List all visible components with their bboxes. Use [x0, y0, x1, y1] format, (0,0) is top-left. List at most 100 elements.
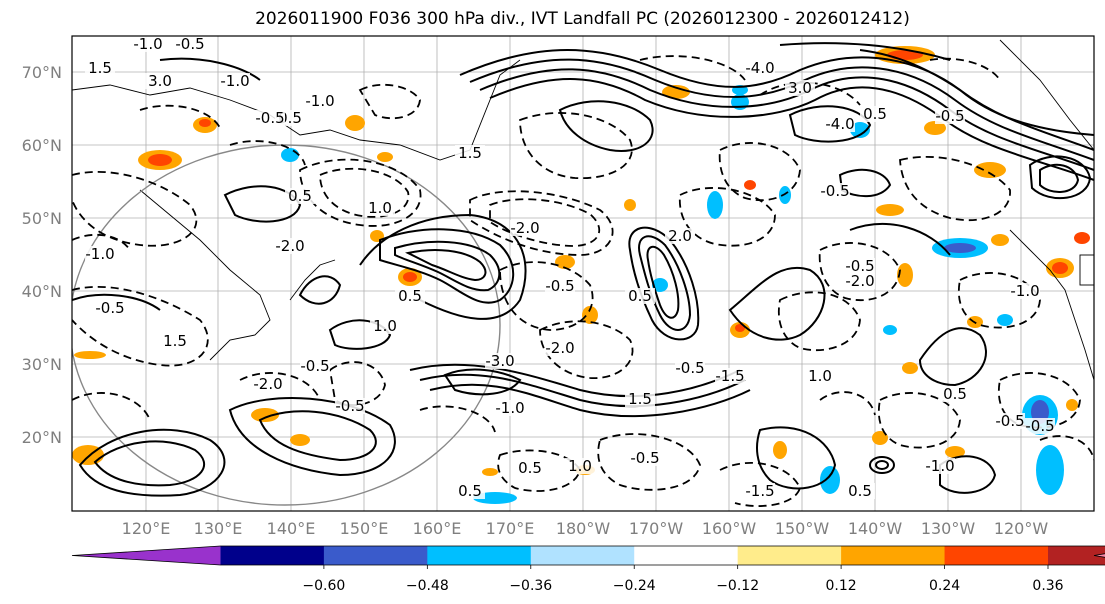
contour-label: -2.0 [510, 219, 539, 237]
contour-label: 0.5 [398, 287, 422, 305]
shade-patch [148, 154, 172, 166]
contour-label-bg [625, 391, 655, 407]
shade-patch [199, 119, 211, 127]
latitude-label: 20°N [22, 428, 62, 447]
contour [788, 105, 872, 143]
contour-label: -1.0 [1010, 282, 1039, 300]
contour-label: -0.5 [300, 357, 329, 375]
contour [1028, 155, 1092, 200]
contour [539, 320, 634, 379]
contour [229, 140, 306, 166]
contour-label: 1.0 [368, 199, 392, 217]
contour [489, 78, 1094, 181]
longitude-label: 150°W [775, 519, 830, 538]
shade-patch [883, 325, 897, 335]
contour [719, 462, 801, 507]
contour-label-bg [485, 353, 515, 369]
contour-label: -4.0 [825, 115, 854, 133]
colorbar-segment [530, 546, 635, 565]
coastline [1079, 254, 1094, 286]
contour [223, 185, 302, 223]
contour-label-bg [370, 318, 400, 334]
contour-label: -1.5 [715, 367, 744, 385]
shade-patch [652, 278, 668, 292]
contour [405, 249, 487, 282]
contour-label: -1.0 [305, 92, 334, 110]
shade-patch [897, 263, 913, 287]
longitude-label: 170°E [486, 519, 535, 538]
contour-label-bg [825, 116, 855, 132]
latitude-label: 50°N [22, 209, 62, 228]
contour [328, 319, 392, 350]
contour-label: -1.0 [495, 399, 524, 417]
colorbar-extend-high [1094, 553, 1105, 558]
shade-patch [377, 152, 393, 162]
contour-label: -0.5 [675, 359, 704, 377]
contour-label-bg [805, 368, 835, 384]
latitude-labels: 70°N 60°N 50°N 40°N 30°N 20°N [22, 63, 62, 447]
contour [78, 428, 226, 497]
contour-label: 2.0 [668, 227, 692, 245]
shade-patch [820, 466, 840, 494]
contour-label: -4.0 [745, 59, 774, 77]
shade-patch [707, 191, 723, 219]
contour [329, 361, 386, 406]
coastline [139, 189, 271, 361]
contour [646, 245, 680, 319]
contour-label-bg [845, 273, 875, 289]
contour-label-bg [455, 145, 485, 161]
contour [756, 426, 837, 490]
contour-label: 1.5 [458, 144, 482, 162]
contour [918, 327, 987, 387]
contour-label-bg [275, 238, 305, 254]
contour-label-bg [495, 400, 525, 416]
contour [394, 240, 501, 292]
contour [849, 223, 951, 256]
contour-label-bg [1025, 418, 1055, 434]
contour-label-bg [133, 36, 163, 52]
contour-label-bg [515, 460, 545, 476]
contour-label: -0.5 [845, 257, 874, 275]
contour-label-bg [300, 358, 330, 374]
contour-label-bg [285, 188, 315, 204]
contour [899, 156, 1011, 222]
contour-label-bg [665, 228, 695, 244]
shade-patch [281, 148, 299, 162]
contour-label-bg [255, 110, 285, 126]
contour [228, 397, 396, 477]
contour-label-bg [545, 278, 575, 294]
contour [1039, 163, 1080, 193]
contour-label: 3.0 [148, 72, 172, 90]
contour [718, 142, 801, 202]
contour [299, 158, 422, 227]
latitude-label: 60°N [22, 136, 62, 155]
contour [469, 190, 614, 256]
contour-label: 0.5 [943, 385, 967, 403]
longitude-label: 140°E [267, 519, 316, 538]
contour-label-bg [940, 386, 970, 402]
contour-label: 1.5 [163, 332, 187, 350]
contour-label-bg [85, 246, 115, 262]
coastline [999, 39, 1094, 151]
contour-label-bg [95, 300, 125, 316]
contour [93, 440, 206, 487]
contour-label-bg [845, 483, 875, 499]
landfall-region-circle [72, 144, 501, 506]
contour-label: -2.0 [545, 339, 574, 357]
shade-patch [1036, 445, 1064, 495]
contour-label-bg [845, 258, 875, 274]
colorbar-tick-label: 0.36 [1032, 578, 1063, 594]
contour-label-bg [995, 413, 1025, 429]
contour-label: -1.0 [925, 457, 954, 475]
coastline [289, 259, 336, 301]
latitude-label: 40°N [22, 282, 62, 301]
contour [875, 460, 890, 470]
colorbar-segment [634, 546, 739, 565]
contour-label: -2.0 [275, 237, 304, 255]
negative-contours [72, 55, 1094, 507]
contour [319, 167, 410, 218]
colorbar-tick-label: −0.36 [509, 578, 552, 594]
contour-label: -1.0 [85, 245, 114, 263]
colorbar-tick-label: −0.48 [406, 578, 449, 594]
contour [443, 368, 522, 396]
